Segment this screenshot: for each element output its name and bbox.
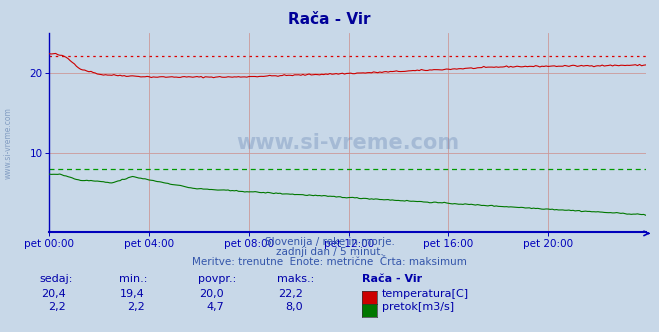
Text: min.:: min.:: [119, 274, 147, 284]
Text: povpr.:: povpr.:: [198, 274, 236, 284]
Text: www.si-vreme.com: www.si-vreme.com: [3, 107, 13, 179]
Text: Rača - Vir: Rača - Vir: [362, 274, 422, 284]
Text: Rača - Vir: Rača - Vir: [288, 12, 371, 27]
Text: 2,2: 2,2: [48, 302, 66, 312]
Text: www.si-vreme.com: www.si-vreme.com: [236, 133, 459, 153]
Text: pretok[m3/s]: pretok[m3/s]: [382, 302, 454, 312]
Text: 19,4: 19,4: [120, 289, 145, 299]
Text: 8,0: 8,0: [285, 302, 303, 312]
Text: 4,7: 4,7: [206, 302, 224, 312]
Text: maks.:: maks.:: [277, 274, 314, 284]
Text: zadnji dan / 5 minut.: zadnji dan / 5 minut.: [275, 247, 384, 257]
Text: 2,2: 2,2: [127, 302, 145, 312]
Text: Meritve: trenutne  Enote: metrične  Črta: maksimum: Meritve: trenutne Enote: metrične Črta: …: [192, 257, 467, 267]
Text: 22,2: 22,2: [278, 289, 303, 299]
Text: Slovenija / reke in morje.: Slovenija / reke in morje.: [264, 237, 395, 247]
Text: 20,4: 20,4: [41, 289, 66, 299]
Text: temperatura[C]: temperatura[C]: [382, 289, 469, 299]
Text: sedaj:: sedaj:: [40, 274, 73, 284]
Text: 20,0: 20,0: [200, 289, 224, 299]
